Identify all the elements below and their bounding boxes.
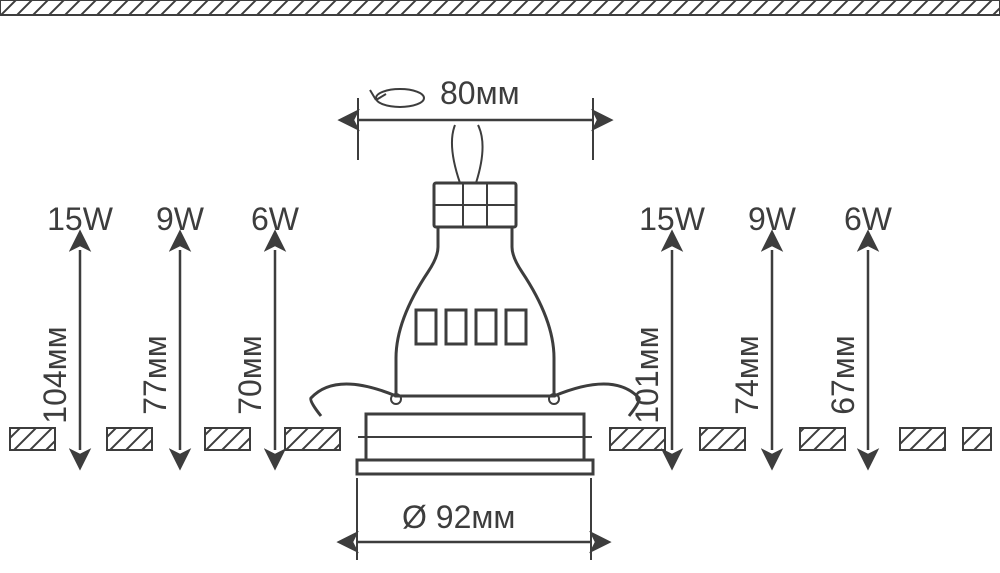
height-label: 77мм bbox=[137, 335, 173, 415]
height-label: 74мм bbox=[729, 335, 765, 415]
height-label: 104мм bbox=[37, 326, 73, 423]
height-label: 101мм bbox=[629, 326, 665, 423]
right-height-arrows: 15W 101мм 9W 74мм 6W 67мм bbox=[629, 201, 893, 450]
left-height-arrows: 15W 104мм 9W 77мм 6W 70мм bbox=[37, 201, 300, 450]
bottom-dimension-label: Ø 92мм bbox=[402, 499, 515, 535]
watt-label: 9W bbox=[748, 201, 797, 237]
height-label: 70мм bbox=[232, 335, 268, 415]
rotation-icon bbox=[370, 89, 424, 107]
watt-label: 15W bbox=[639, 201, 706, 237]
watt-label: 9W bbox=[156, 201, 205, 237]
watt-label: 6W bbox=[844, 201, 893, 237]
bottom-dimension: Ø 92мм bbox=[357, 478, 591, 560]
top-dimension: 80мм bbox=[358, 75, 593, 160]
top-dimension-label: 80мм bbox=[440, 75, 520, 111]
watt-label: 15W bbox=[47, 201, 114, 237]
watt-label: 6W bbox=[251, 201, 300, 237]
mounting-surface-hatch bbox=[10, 428, 991, 450]
height-label: 67мм bbox=[825, 335, 861, 415]
ceiling-hatch-top bbox=[0, 0, 1000, 15]
downlight-fixture bbox=[311, 125, 640, 474]
